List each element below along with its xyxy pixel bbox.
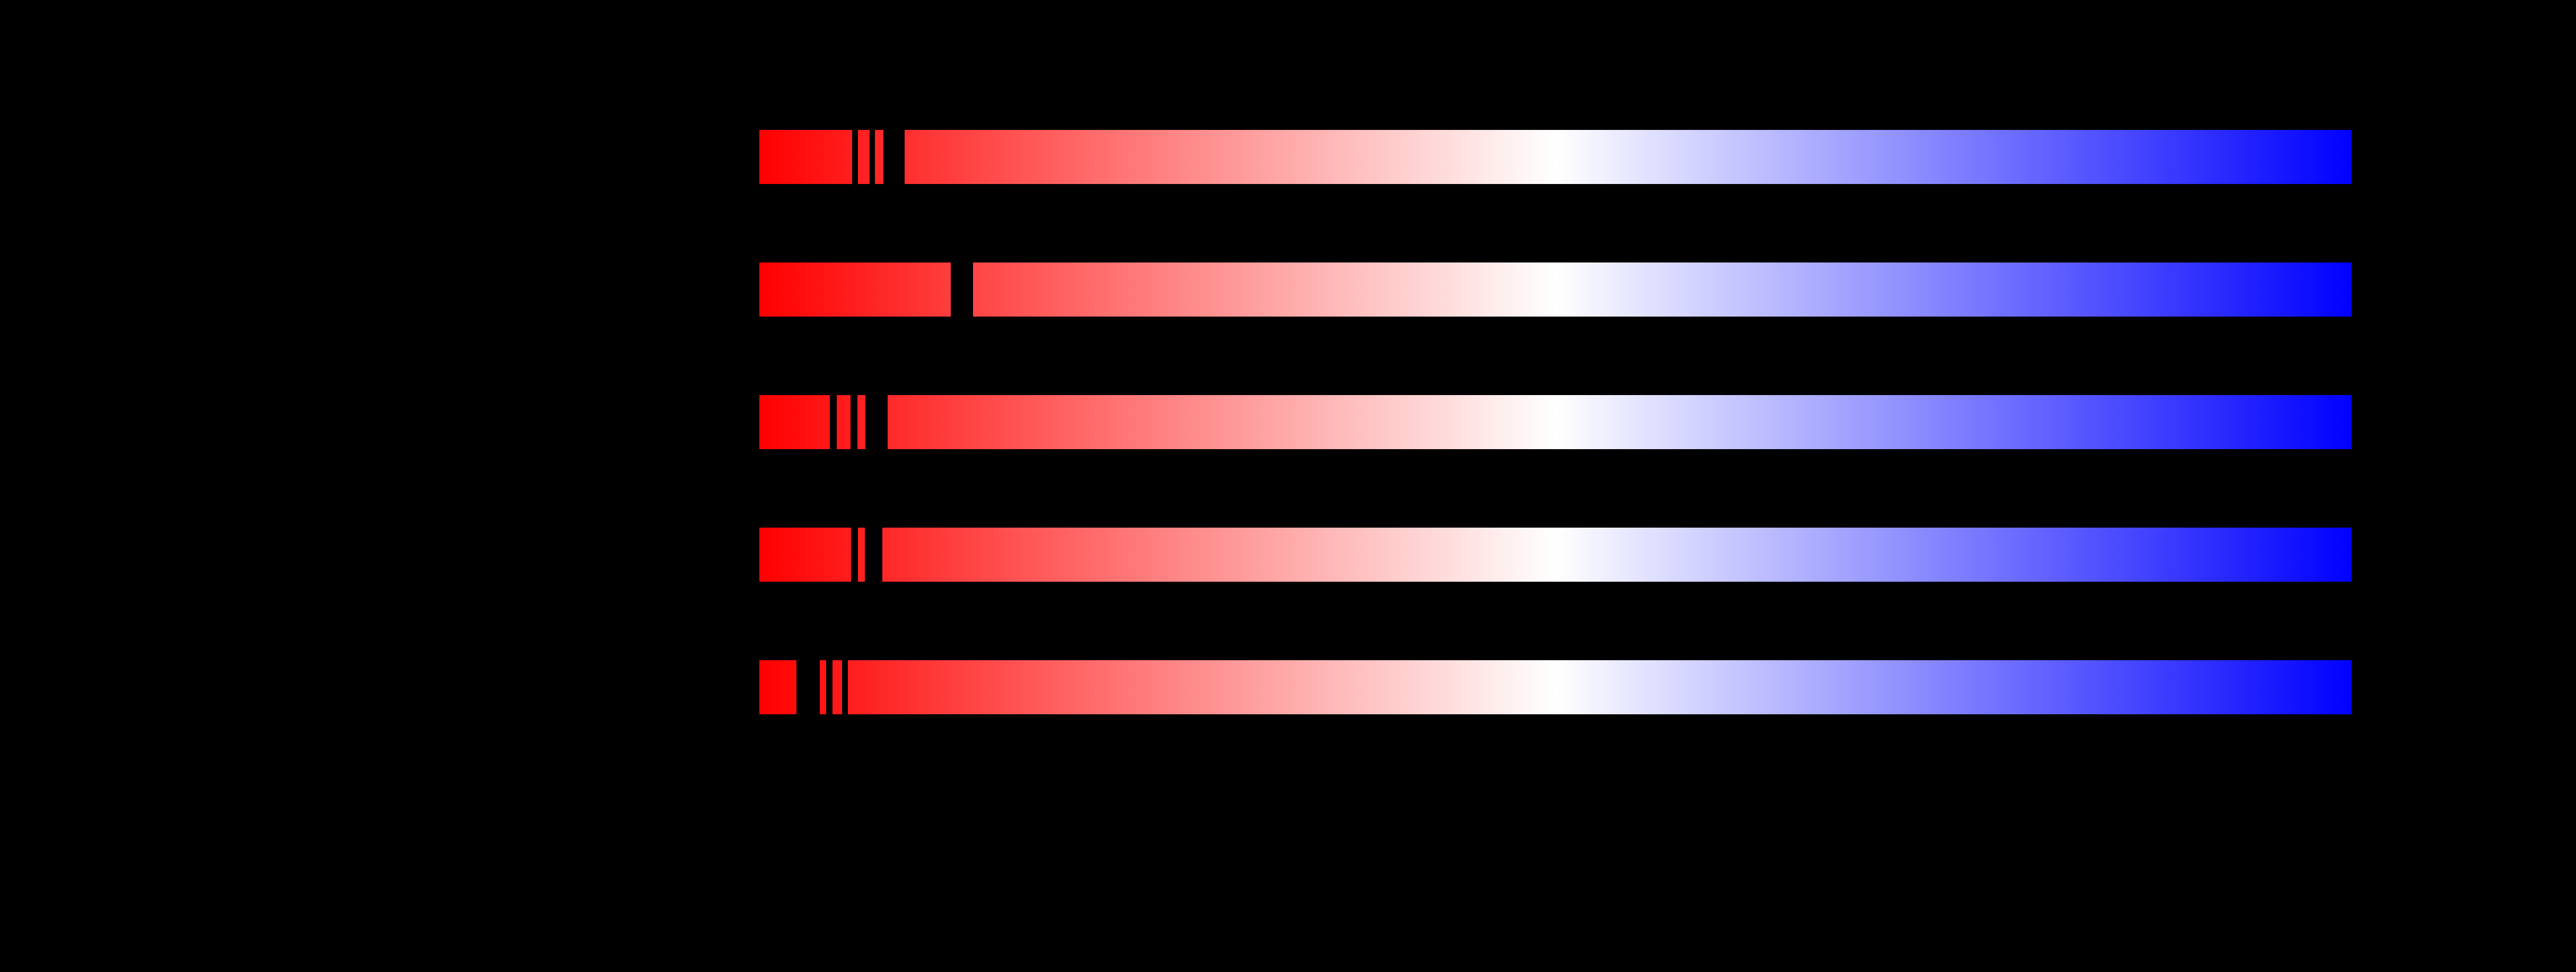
gradient-bar-row-1 (759, 130, 2352, 184)
rug-mark (851, 528, 858, 582)
rug-mark (796, 660, 820, 714)
rug-mark (883, 130, 905, 184)
gradient-bar-row-3 (759, 395, 2352, 449)
rug-mark (951, 262, 973, 317)
rug-mark (852, 130, 858, 184)
gradient-bar-row-2 (759, 262, 2352, 317)
rug-mark (826, 660, 833, 714)
rug-mark (870, 130, 875, 184)
rug-mark (865, 528, 882, 582)
rug-mark (830, 395, 837, 449)
gradient-bar-row-5 (759, 660, 2352, 714)
rug-mark (865, 395, 888, 449)
rug-mark (851, 395, 857, 449)
gradient-bar-row-4 (759, 528, 2352, 582)
rug-mark (842, 660, 848, 714)
